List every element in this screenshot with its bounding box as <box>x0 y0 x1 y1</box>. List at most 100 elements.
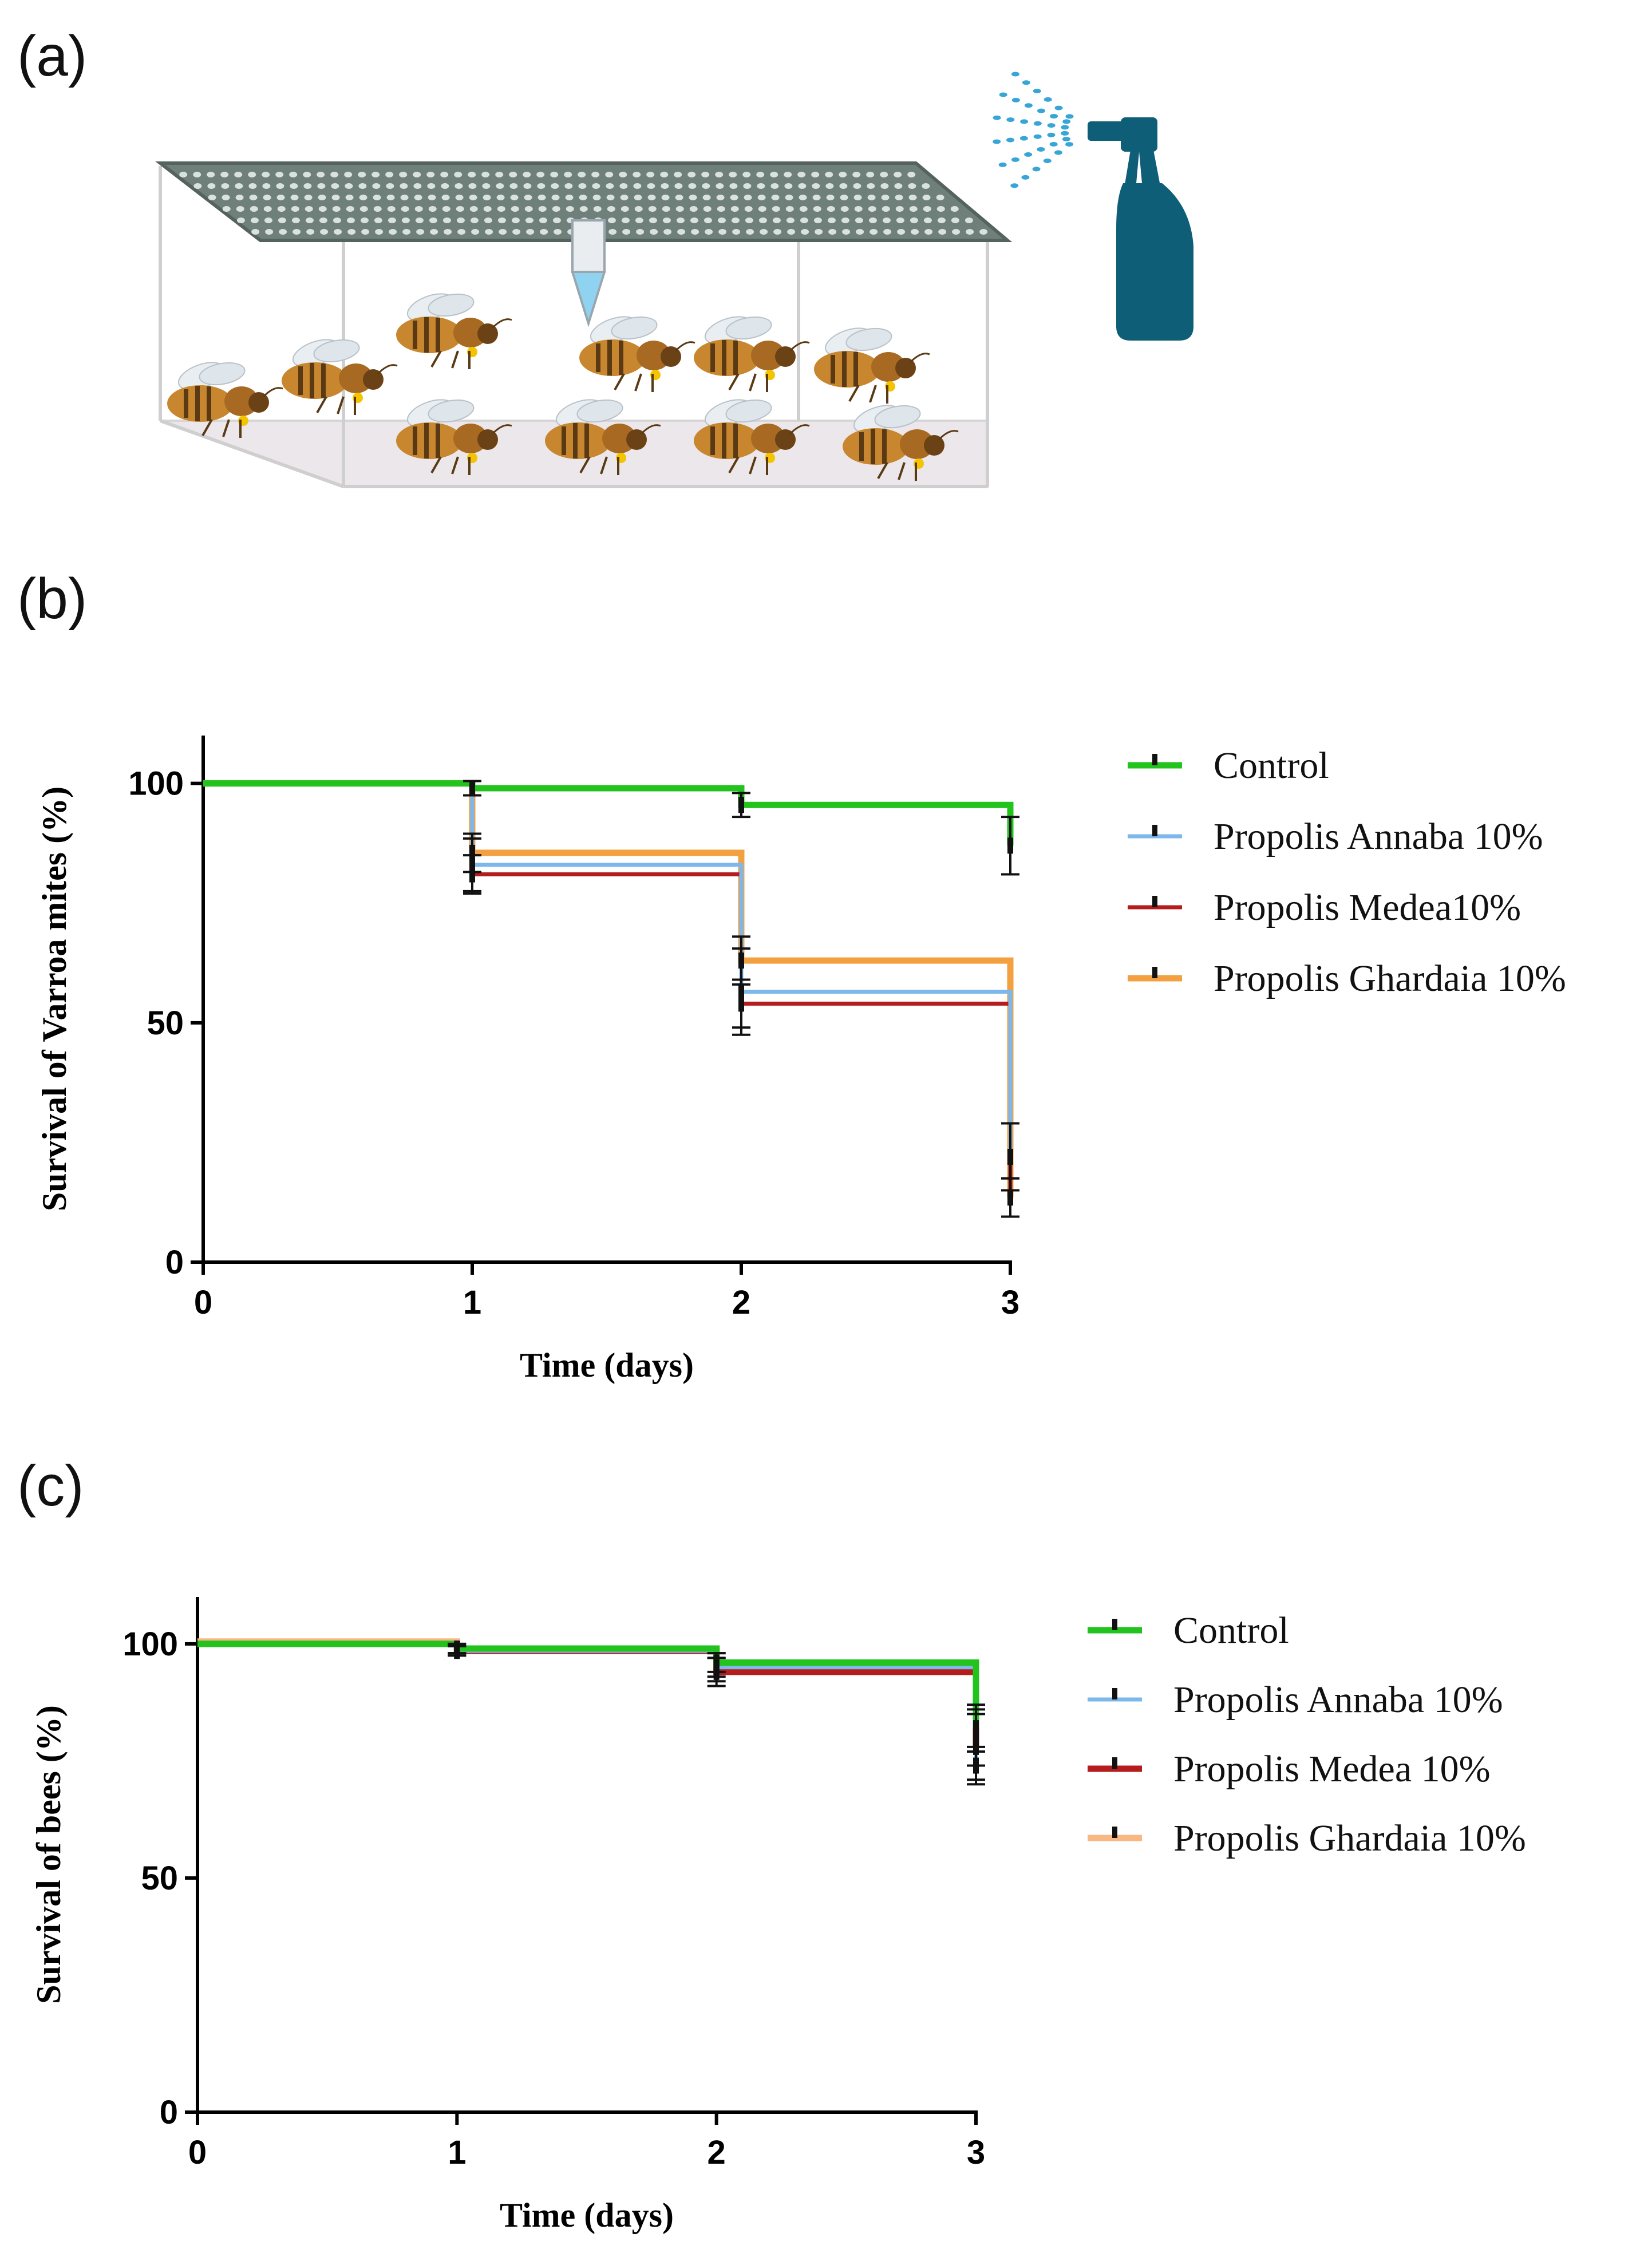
mesh-hole <box>815 229 823 235</box>
mesh-hole <box>923 206 931 212</box>
x-tick-label: 0 <box>194 1284 212 1321</box>
mesh-hole <box>275 172 284 177</box>
spray-bottle-icon <box>1088 117 1193 341</box>
mesh-hole <box>729 172 737 177</box>
mesh-hole <box>389 229 397 235</box>
mesh-lid <box>155 161 1013 242</box>
mesh-hole <box>812 195 821 200</box>
mesh-hole <box>440 172 449 177</box>
mesh-hole <box>812 183 820 189</box>
mesh-hole <box>234 172 243 177</box>
x-tick-label: 2 <box>708 2134 726 2171</box>
mesh-hole <box>786 218 795 223</box>
mesh-hole <box>757 183 765 189</box>
mesh-hole <box>870 229 878 235</box>
legend-label: Control <box>1214 745 1329 786</box>
mesh-hole <box>318 206 327 212</box>
mesh-hole <box>633 183 642 189</box>
mesh-hole <box>430 229 438 235</box>
mesh-hole <box>648 206 657 212</box>
series-line <box>203 781 1013 1157</box>
mesh-hole <box>360 218 369 223</box>
mesh-hole <box>537 183 546 189</box>
mesh-hole <box>922 195 931 200</box>
mesh-hole <box>689 195 697 200</box>
mesh-hole <box>729 183 738 189</box>
mesh-hole <box>936 195 944 200</box>
mesh-hole <box>372 183 381 189</box>
mesh-hole <box>442 218 451 223</box>
legend-censor-mark <box>1152 754 1157 765</box>
mist-droplet <box>993 139 1001 144</box>
y-axis-title: Survival of bees (%) <box>30 1705 68 2004</box>
legend-item: Propolis Ghardaia 10% <box>1088 1817 1526 1859</box>
mesh-hole <box>290 183 298 189</box>
legend-item: Control <box>1128 745 1329 786</box>
mist-droplet <box>1011 157 1019 162</box>
mesh-hole <box>429 218 437 223</box>
mesh-hole <box>951 218 959 223</box>
mesh-hole <box>854 206 863 212</box>
mesh-hole <box>813 206 821 212</box>
mesh-hole <box>428 195 436 200</box>
legend-item: Propolis Annaba 10% <box>1128 816 1543 857</box>
mesh-hole <box>293 229 301 235</box>
mesh-hole <box>455 183 463 189</box>
mist-droplet <box>1019 136 1028 141</box>
bee-icon <box>167 362 283 438</box>
bee-icon <box>545 399 661 475</box>
mesh-hole <box>841 218 849 223</box>
mesh-hole <box>785 195 793 200</box>
y-tick-label: 100 <box>122 1626 178 1663</box>
mesh-hole <box>220 172 229 177</box>
panel-c-label: (c) <box>17 1454 84 1518</box>
mesh-hole <box>770 183 779 189</box>
mesh-hole <box>235 195 244 200</box>
mesh-hole <box>924 229 933 235</box>
mesh-hole <box>633 172 641 177</box>
bees-survival-chart: 0 50 100 0 1 2 3 Time (days) Survival of bees (%… <box>30 1597 1526 2234</box>
mesh-hole <box>883 229 892 235</box>
mesh-hole <box>320 229 329 235</box>
mesh-hole <box>758 218 767 223</box>
mist-droplet <box>999 92 1007 97</box>
mesh-hole <box>250 218 259 223</box>
mesh-hole <box>647 183 655 189</box>
mesh-hole <box>868 218 877 223</box>
mesh-hole <box>359 195 367 200</box>
mesh-hole <box>552 218 561 223</box>
mesh-hole <box>911 229 919 235</box>
mesh-hole <box>375 229 384 235</box>
mesh-hole <box>866 172 875 177</box>
mist-droplet <box>1011 72 1019 77</box>
mesh-hole <box>250 206 258 212</box>
mesh-hole <box>800 218 808 223</box>
mesh-hole <box>262 172 270 177</box>
mist-droplet <box>1047 123 1056 128</box>
mesh-hole <box>303 172 311 177</box>
mesh-hole <box>193 172 201 177</box>
mesh-hole <box>236 206 244 212</box>
mesh-hole <box>457 229 466 235</box>
mesh-hole <box>620 195 629 200</box>
legend-censor-mark <box>1112 1827 1117 1838</box>
mesh-hole <box>825 172 833 177</box>
legend-item: Propolis Annaba 10% <box>1088 1679 1503 1721</box>
mesh-hole <box>867 195 876 200</box>
mesh-hole <box>801 229 809 235</box>
bee-icon <box>694 399 810 475</box>
mesh-hole <box>811 172 820 177</box>
mesh-hole <box>538 195 546 200</box>
mesh-hole <box>839 183 848 189</box>
mesh-hole <box>606 195 615 200</box>
mist-droplet <box>998 162 1007 167</box>
mesh-hole <box>828 229 837 235</box>
mesh-hole <box>523 183 532 189</box>
mesh-hole <box>839 172 847 177</box>
x-tick-label: 0 <box>188 2134 207 2171</box>
legend-censor-mark <box>1112 1757 1117 1769</box>
mesh-hole <box>524 195 532 200</box>
mesh-hole <box>345 183 353 189</box>
mesh-hole <box>687 172 696 177</box>
mesh-hole <box>799 206 808 212</box>
